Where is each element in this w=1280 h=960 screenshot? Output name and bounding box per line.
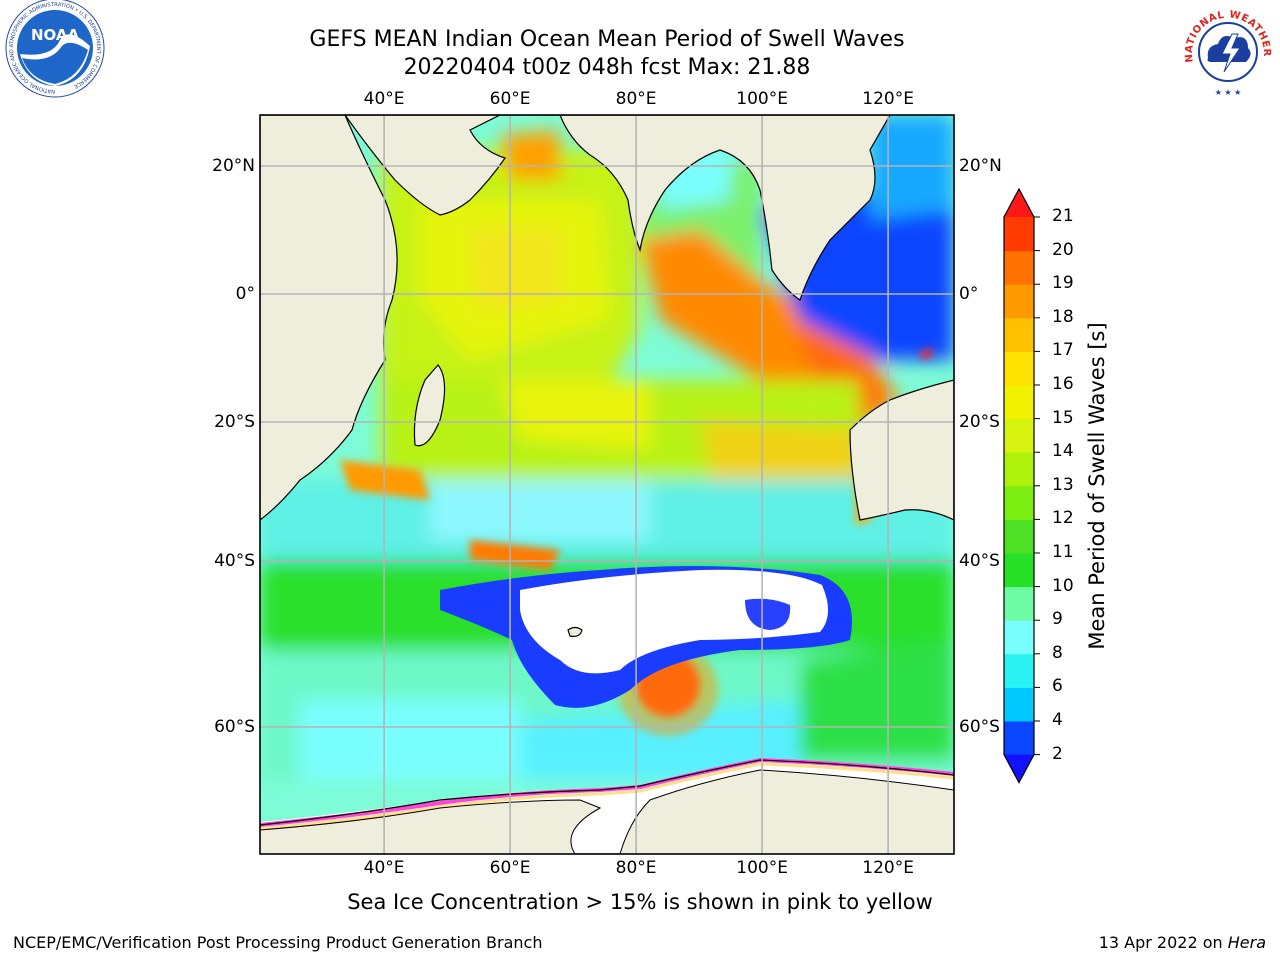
colorbar-tick-label: 9 — [1052, 609, 1063, 630]
lat-label-right: 20°N — [959, 156, 1002, 176]
colorbar-tick-label: 10 — [1052, 575, 1074, 596]
footer-date-text: 13 Apr 2022 on — [1098, 933, 1228, 952]
noaa-wordmark: NOAA — [31, 26, 80, 44]
colorbar-segment — [1004, 721, 1034, 756]
colorbar-segment — [1004, 452, 1034, 487]
colorbar-segment — [1004, 553, 1034, 588]
colorbar-tick-label: 6 — [1052, 676, 1063, 697]
colorbar-tick-label: 8 — [1052, 642, 1063, 663]
colorbar-tick-label: 16 — [1052, 374, 1074, 394]
map-title: GEFS MEAN Indian Ocean Mean Period of Sw… — [309, 27, 905, 52]
colorbar-segment — [1004, 620, 1034, 655]
colorbar-title: Mean Period of Swell Waves [s] — [1085, 322, 1109, 650]
colorbar-segment — [1004, 485, 1034, 520]
footer-credit: NCEP/EMC/Verification Post Processing Pr… — [13, 933, 543, 952]
colorbar-segment — [1004, 385, 1034, 420]
colorbar-tick-label: 2 — [1052, 743, 1063, 764]
colorbar-segment — [1004, 653, 1034, 688]
noaa-logo: NOAA NATIONAL OCEANIC AND ATMOSPHERIC AD… — [5, 0, 105, 98]
lon-label-bottom: 40°E — [363, 858, 405, 878]
svg-text:★ ★ ★: ★ ★ ★ — [1215, 88, 1242, 97]
lon-label-top: 40°E — [363, 89, 405, 109]
lat-label-left: 60°S — [214, 717, 255, 737]
colorbar-segment — [1004, 284, 1034, 319]
colorbar-segment — [1004, 351, 1034, 386]
colorbar-segment — [1004, 217, 1034, 252]
lat-label-left: 0° — [235, 284, 255, 304]
graticule — [260, 115, 954, 854]
colorbar-segment — [1004, 687, 1034, 722]
lat-label-right: 0° — [959, 284, 979, 304]
colorbar-tick-label: 14 — [1052, 441, 1074, 462]
colorbar-tick-label: 19 — [1052, 273, 1074, 294]
lat-label-right: 40°S — [959, 551, 1000, 571]
map-plot-area — [260, 115, 954, 854]
colorbar-segment — [1004, 519, 1034, 554]
colorbar-segment — [1004, 418, 1034, 453]
map-subtitle: 20220404 t00z 048h fcst Max: 21.88 — [403, 55, 811, 80]
lon-label-bottom: 120°E — [862, 858, 914, 878]
colorbar-tick-label: 15 — [1052, 407, 1074, 428]
lat-label-left: 20°S — [214, 412, 255, 432]
colorbar — [1003, 187, 1040, 784]
lon-label-top: 80°E — [615, 89, 657, 109]
colorbar-tick-label: 21 — [1052, 206, 1074, 226]
colorbar-tick-label: 11 — [1052, 542, 1074, 562]
antarctica-east — [619, 769, 954, 854]
colorbar-segment — [1004, 317, 1034, 352]
lat-label-right: 60°S — [959, 717, 1000, 737]
colorbar-under-triangle — [1004, 754, 1034, 783]
colorbar-tick-label: 18 — [1052, 306, 1074, 327]
lon-label-bottom: 80°E — [615, 858, 657, 878]
lat-label-right: 20°S — [959, 412, 1000, 432]
lat-label-left: 40°S — [214, 551, 255, 571]
lon-label-top: 120°E — [862, 89, 914, 109]
antarctica-west — [260, 799, 602, 854]
nws-logo: NATIONAL WEATHER SERVICE ★ ★ ★ — [1176, 0, 1273, 97]
footer-date: 13 Apr 2022 on Hera — [1099, 933, 1266, 952]
lon-label-top: 100°E — [736, 89, 788, 109]
colorbar-tick-label: 13 — [1052, 474, 1074, 495]
colorbar-tick-label: 17 — [1052, 340, 1074, 361]
colorbar-segment — [1004, 586, 1034, 621]
lon-label-bottom: 60°E — [489, 858, 531, 878]
lon-label-top: 60°E — [489, 89, 531, 109]
colorbar-segment — [1004, 250, 1034, 285]
colorbar-tick-label: 12 — [1052, 508, 1074, 529]
sea-ice-caption: Sea Ice Concentration > 15% is shown in … — [347, 890, 933, 914]
footer-host: Hera — [1227, 933, 1266, 952]
colorbar-tick-label: 20 — [1052, 239, 1074, 260]
swell-period-field — [260, 115, 954, 780]
map-frame — [259, 114, 955, 855]
lat-label-left: 20°N — [212, 156, 255, 176]
lon-label-bottom: 100°E — [736, 858, 788, 878]
colorbar-tick-label: 4 — [1052, 710, 1063, 730]
colorbar-over-triangle — [1004, 189, 1034, 217]
